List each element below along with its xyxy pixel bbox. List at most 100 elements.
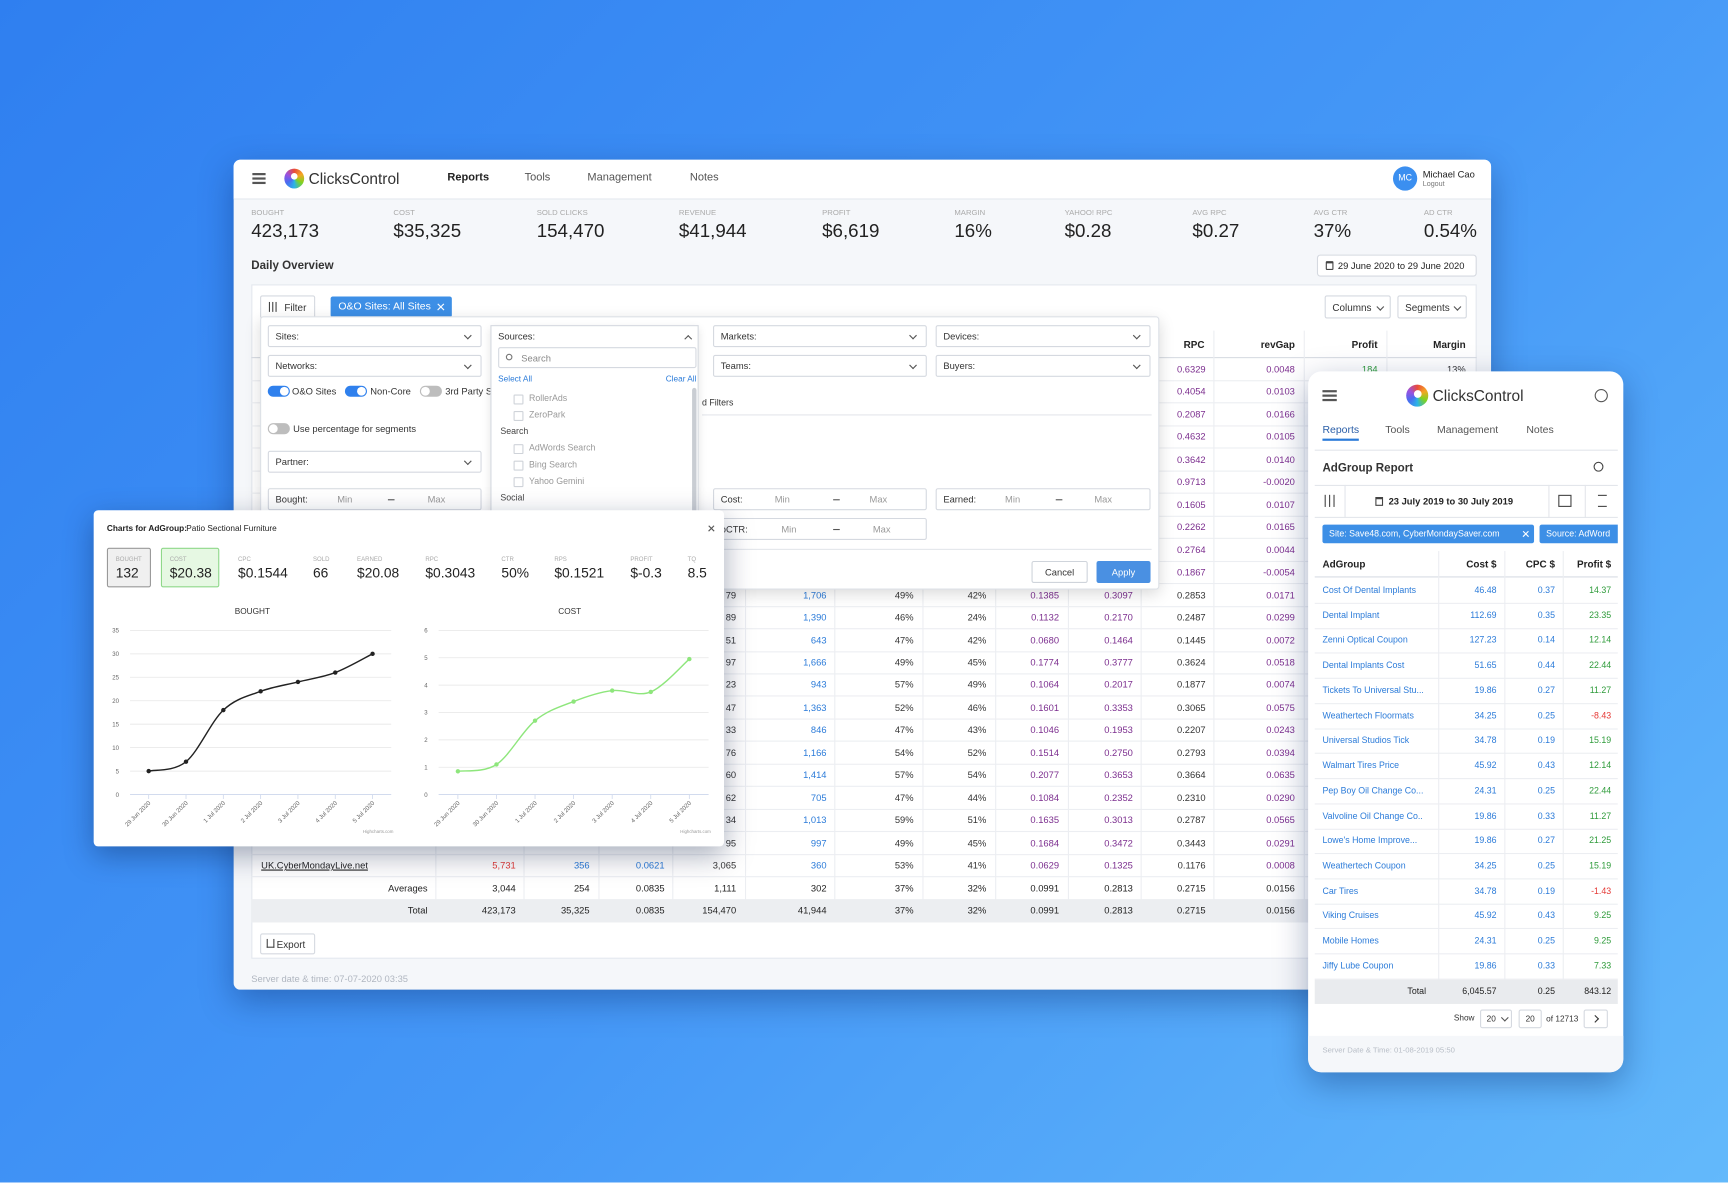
toggle[interactable] xyxy=(344,385,367,397)
adgroup-link[interactable]: Dental Implants Cost xyxy=(1322,660,1405,671)
table-cell: 0.3013 xyxy=(1104,814,1133,826)
select-all[interactable]: Select All xyxy=(498,373,533,384)
logout-link[interactable]: Logout xyxy=(1422,180,1445,189)
toolbar-divider xyxy=(1344,484,1346,518)
row-divider xyxy=(251,718,1477,720)
adgroup-link[interactable]: Walmart Tires Price xyxy=(1322,760,1400,771)
search-icon[interactable] xyxy=(1593,461,1604,472)
adgroup-link[interactable]: Dental Implant xyxy=(1322,610,1380,621)
adgroup-link[interactable]: Pep Boy Oil Change Co... xyxy=(1322,785,1424,796)
adgroup-link[interactable]: Cost Of Dental Implants xyxy=(1322,585,1417,596)
checkbox[interactable] xyxy=(513,410,524,421)
table-cell: 46% xyxy=(967,701,987,713)
mobile-cell: 0.43 xyxy=(1537,760,1555,771)
row-divider xyxy=(251,786,1477,788)
adgroup-link[interactable]: Viking Cruises xyxy=(1322,910,1379,921)
revgap-cell: 0.0140 xyxy=(1266,453,1295,465)
filter-chip-text: O&O Sites: All Sites xyxy=(338,300,431,313)
mobile-nav-item[interactable]: Tools xyxy=(1385,424,1410,437)
dropdown[interactable] xyxy=(267,325,482,348)
clear-all[interactable]: Clear All xyxy=(665,373,697,384)
column-divider xyxy=(922,330,924,922)
table-cell: 0.0299 xyxy=(1266,611,1295,623)
toggle[interactable] xyxy=(267,385,290,397)
dropdown[interactable] xyxy=(267,354,482,377)
search-input[interactable] xyxy=(498,347,697,369)
kpi-box-selected[interactable] xyxy=(160,547,220,588)
toolbar xyxy=(1314,484,1618,518)
export-button[interactable] xyxy=(260,933,316,955)
table-cell: 97 xyxy=(725,656,737,668)
checkbox[interactable] xyxy=(513,460,524,471)
page-size-select[interactable] xyxy=(1480,1009,1512,1029)
table-cell: 0.1774 xyxy=(1030,656,1060,668)
columns-button[interactable] xyxy=(1324,295,1391,319)
adgroup-link[interactable]: Valvoline Oil Change Co.. xyxy=(1322,810,1423,821)
site-link[interactable]: UK.CyberMondayLive.net xyxy=(261,859,368,871)
toolbar-divider xyxy=(1584,484,1586,518)
checkbox[interactable] xyxy=(513,443,524,454)
dropdown[interactable] xyxy=(713,325,927,348)
adgroup-link[interactable]: Car Tires xyxy=(1322,885,1359,896)
table-cell: 0.0291 xyxy=(1266,837,1295,849)
adgroup-link[interactable]: Mobile Homes xyxy=(1322,935,1379,946)
row-divider xyxy=(251,650,1477,652)
table-cell: 62 xyxy=(725,792,737,804)
checkbox[interactable] xyxy=(513,393,524,404)
range-input[interactable] xyxy=(935,488,1151,511)
mobile-cell: 23.35 xyxy=(1589,610,1612,621)
row-divider xyxy=(1314,753,1618,755)
user-icon[interactable] xyxy=(1594,389,1608,403)
mobile-cell: 0.25 xyxy=(1537,785,1555,796)
range-max: Max xyxy=(427,493,446,505)
adgroup-link[interactable]: Lowe's Home Improve... xyxy=(1322,835,1418,846)
mobile-cell: 15.19 xyxy=(1589,860,1612,871)
nav-item[interactable]: Notes xyxy=(689,171,719,185)
table-cell: 49% xyxy=(894,837,914,849)
range-label: Bought: xyxy=(275,493,308,505)
range-input[interactable] xyxy=(267,488,482,511)
adgroup-link[interactable]: Jiffy Lube Coupon xyxy=(1322,960,1394,971)
cancel-button[interactable] xyxy=(1031,560,1088,583)
kpi-box-selected[interactable] xyxy=(106,547,151,588)
toggle[interactable] xyxy=(267,423,290,435)
next-page-button[interactable] xyxy=(1583,1009,1608,1029)
table-cell: 1,414 xyxy=(803,769,827,781)
table-cell: 51 xyxy=(725,634,737,646)
nav-item[interactable]: Reports xyxy=(447,171,490,185)
adgroup-link[interactable]: Zenni Optical Coupon xyxy=(1322,635,1408,646)
dropdown[interactable] xyxy=(267,450,482,473)
page-input[interactable] xyxy=(1518,1009,1542,1029)
table-cell: 47% xyxy=(894,724,914,736)
segments-icon[interactable] xyxy=(1597,494,1607,507)
chip[interactable] xyxy=(1539,524,1618,544)
chip-text: Source: AdWord xyxy=(1546,528,1611,539)
adgroup-link[interactable]: Universal Studios Tick xyxy=(1322,735,1410,746)
filter-icon-bar xyxy=(1324,494,1326,507)
mobile-nav-item[interactable]: Notes xyxy=(1526,424,1554,437)
date-button[interactable] xyxy=(1316,254,1477,277)
kpi-value: $0.28 xyxy=(1064,220,1112,242)
source-item: ZeroPark xyxy=(528,409,566,420)
columns-icon[interactable] xyxy=(1558,494,1572,507)
nav-item[interactable]: Management xyxy=(587,171,652,185)
checkbox[interactable] xyxy=(513,476,524,487)
pagination-label: Show xyxy=(1453,1012,1475,1023)
dropdown[interactable] xyxy=(713,354,927,377)
columns-label: Columns xyxy=(1332,301,1372,313)
table-cell: 0.0835 xyxy=(635,904,665,916)
adgroup-link[interactable]: Weathertech Coupon xyxy=(1322,860,1406,871)
chip[interactable] xyxy=(1322,524,1535,544)
segments-button[interactable] xyxy=(1397,295,1467,319)
filter-chip[interactable] xyxy=(330,296,452,318)
adgroup-link[interactable]: Tickets To Universal Stu... xyxy=(1322,685,1424,696)
mobile-nav-item[interactable]: Management xyxy=(1437,424,1499,437)
nav-item[interactable]: Tools xyxy=(524,171,551,185)
adgroup-link[interactable]: Weathertech Floormats xyxy=(1322,710,1414,721)
apply-button[interactable] xyxy=(1096,560,1151,583)
mobile-nav-item[interactable]: Reports xyxy=(1322,424,1360,437)
range-input[interactable] xyxy=(713,488,927,511)
dropdown[interactable] xyxy=(935,325,1151,348)
toggle[interactable] xyxy=(419,385,442,397)
dropdown[interactable] xyxy=(935,354,1151,377)
